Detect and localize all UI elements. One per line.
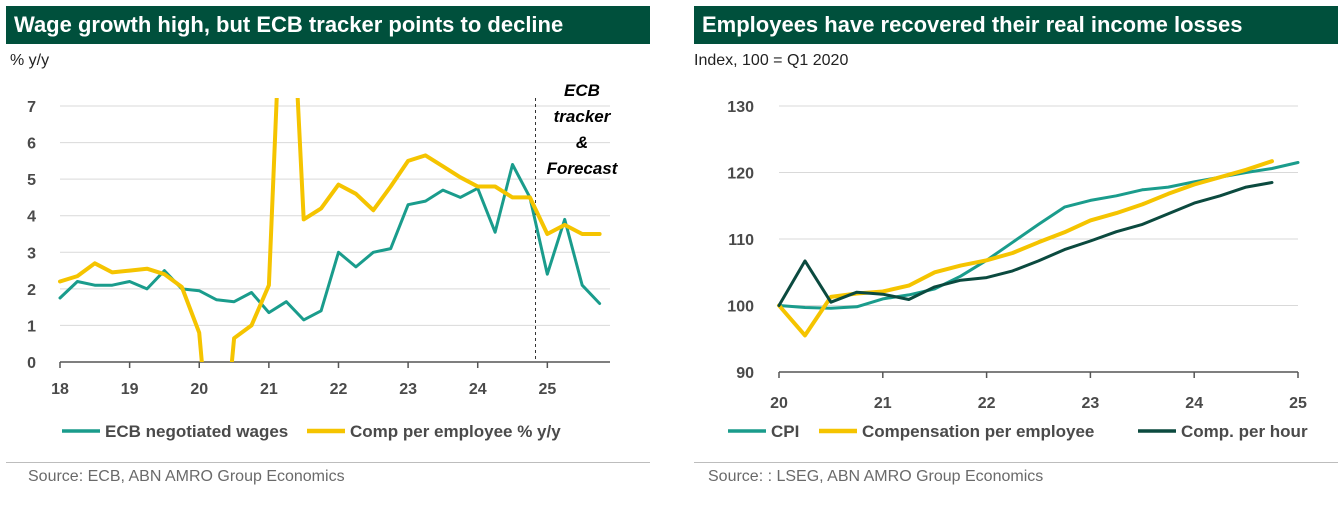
y-tick-label: 2 xyxy=(27,282,36,299)
left-chart-title: Wage growth high, but ECB tracker points… xyxy=(6,6,650,44)
y-tick-label: 1 xyxy=(27,318,36,335)
legend-label: CPI xyxy=(771,422,799,441)
x-tick-label: 24 xyxy=(469,381,487,398)
left-source-divider xyxy=(6,462,650,463)
series-group xyxy=(777,159,1300,338)
x-tick-label: 22 xyxy=(330,381,348,398)
series-line-ecb-negotiated-wages xyxy=(58,163,602,322)
y-tick-label: 6 xyxy=(27,136,36,153)
series-line-cpi xyxy=(777,161,1300,310)
x-tick-label: 21 xyxy=(260,381,278,398)
legend-label: Comp per employee % y/y xyxy=(350,422,561,441)
forecast-annotation-line: & xyxy=(576,133,588,152)
forecast-annotation-line: Forecast xyxy=(547,159,619,178)
left-chart-panel: Wage growth high, but ECB tracker points… xyxy=(0,0,660,509)
right-chart-title: Employees have recovered their real inco… xyxy=(694,6,1338,44)
legend-label: Compensation per employee xyxy=(862,422,1094,441)
y-tick-label: 130 xyxy=(727,99,754,116)
legend-label: ECB negotiated wages xyxy=(105,422,288,441)
series-line-comp-per-hour xyxy=(777,181,1274,307)
right-line-chart: 90 100 110 120 130 20 21 22 23 24 25 CPI Compensatio… xyxy=(727,99,1308,441)
legend-label: Comp. per hour xyxy=(1181,422,1308,441)
y-tick-label: 0 xyxy=(27,355,36,372)
x-tick-label: 19 xyxy=(121,381,139,398)
y-tick-label: 4 xyxy=(27,209,36,226)
series-group xyxy=(58,98,602,362)
y-tick-label: 90 xyxy=(736,365,754,382)
x-tick-label: 25 xyxy=(1289,395,1307,412)
y-tick-label: 7 xyxy=(27,99,36,116)
x-tick-label: 23 xyxy=(1082,395,1100,412)
x-tick-label: 20 xyxy=(190,381,208,398)
x-tick-label: 20 xyxy=(770,395,788,412)
series-line-comp-per-employee-y-y xyxy=(58,98,602,362)
right-chart-panel: Employees have recovered their real inco… xyxy=(688,0,1338,509)
y-tick-label: 5 xyxy=(27,172,36,189)
forecast-annotation-line: ECB xyxy=(564,81,600,100)
forecast-annotation-line: tracker xyxy=(554,107,612,126)
left-source-text: Source: ECB, ABN AMRO Group Economics xyxy=(28,468,345,485)
x-tick-label: 22 xyxy=(978,395,996,412)
x-tick-label: 18 xyxy=(51,381,69,398)
x-tick-label: 25 xyxy=(538,381,556,398)
x-tick-label: 21 xyxy=(874,395,892,412)
y-tick-label: 3 xyxy=(27,245,36,262)
right-source-text: Source: : LSEG, ABN AMRO Group Economics xyxy=(708,468,1044,485)
y-tick-label: 100 xyxy=(727,299,754,316)
x-tick-label: 24 xyxy=(1185,395,1203,412)
right-y-unit-label: Index, 100 = Q1 2020 xyxy=(694,52,849,69)
x-tick-label: 23 xyxy=(399,381,417,398)
series-line-compensation-per-employee xyxy=(777,159,1274,338)
left-y-unit-label: % y/y xyxy=(10,52,50,69)
y-tick-label: 120 xyxy=(727,166,754,183)
right-source-divider xyxy=(694,462,1338,463)
y-tick-label: 110 xyxy=(728,232,754,249)
